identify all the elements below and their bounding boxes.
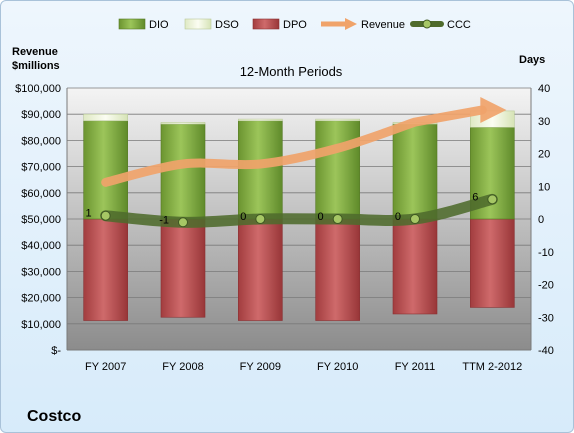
ccc-data-label: 1 xyxy=(86,208,92,220)
legend-label: DSO xyxy=(215,19,239,31)
right-tick-label: 20 xyxy=(538,149,550,161)
dpo-bar xyxy=(238,218,283,321)
legend-label: DIO xyxy=(149,19,169,31)
chart-subtitle: 12-Month Periods xyxy=(240,64,343,79)
left-tick-label: $100,000 xyxy=(15,83,61,95)
right-tick-label: 30 xyxy=(538,116,550,128)
x-axis-ticks: FY 2007 FY 2008 FY 2009 FY 2010 FY 2011 TTM 2… xyxy=(85,361,522,373)
left-tick-label: $30,000 xyxy=(21,266,61,278)
dso-bar xyxy=(238,118,283,122)
x-tick-label: TTM 2-2012 xyxy=(462,361,522,373)
revenue-line xyxy=(101,105,487,187)
dio-bar xyxy=(238,120,283,220)
dso-bar xyxy=(315,118,360,122)
legend-label: CCC xyxy=(447,19,471,31)
right-tick-label: 0 xyxy=(538,214,544,226)
left-tick-label: $60,000 xyxy=(21,188,61,200)
ccc-point xyxy=(100,210,111,221)
legend-swatch xyxy=(118,18,146,30)
left-axis-title: Revenue $millions xyxy=(12,46,60,72)
ccc-data-label: 6 xyxy=(472,191,478,203)
ccc-data-label: 0 xyxy=(240,211,246,223)
legend-label: Revenue xyxy=(361,19,405,31)
legend-entry-ccc: CCC xyxy=(410,19,471,31)
revenue-arrowhead xyxy=(480,96,507,123)
ccc-data-label: 0 xyxy=(318,211,324,223)
left-tick-label: $50,000 xyxy=(21,214,61,226)
dio-bar xyxy=(315,120,360,220)
ccc-line xyxy=(100,193,498,228)
dpo-bar xyxy=(392,218,438,315)
right-axis-ticks: -40 -30 -20 -10 0 10 20 30 40 xyxy=(538,83,554,357)
company-title: Costco xyxy=(27,408,81,425)
dpo-bar xyxy=(83,218,128,321)
legend-marker xyxy=(422,19,432,29)
legend-entry-dso: DSO xyxy=(184,18,239,31)
ccc-point xyxy=(255,214,266,224)
right-tick-label: -20 xyxy=(538,280,554,292)
right-tick-label: 40 xyxy=(538,83,550,95)
x-tick-label: FY 2009 xyxy=(240,361,281,373)
ccc-point xyxy=(410,214,420,224)
dio-bar xyxy=(160,123,206,220)
x-tick-label: FY 2010 xyxy=(317,361,358,373)
right-tick-label: -30 xyxy=(538,312,554,324)
left-axis-title-line: Revenue xyxy=(12,46,58,58)
dpo-bar xyxy=(470,218,515,308)
left-tick-label: $20,000 xyxy=(21,293,61,305)
right-tick-label: 10 xyxy=(538,181,550,193)
left-axis-ticks: $- $10,000 $20,000 $30,000 $40,000 $50,000 $60… xyxy=(15,83,61,357)
dio-bar xyxy=(392,123,438,220)
left-tick-label: $90,000 xyxy=(21,109,61,121)
ccc-point xyxy=(332,214,343,224)
x-tick-label: FY 2008 xyxy=(162,361,203,373)
left-tick-label: $80,000 xyxy=(21,135,61,147)
legend-label: DPO xyxy=(283,19,307,31)
legend-swatch xyxy=(252,18,280,30)
dso-bar xyxy=(83,113,128,122)
left-tick-label: $40,000 xyxy=(21,240,61,252)
ccc-point xyxy=(178,217,188,228)
legend-arrowhead xyxy=(345,18,357,30)
x-tick-label: FY 2007 xyxy=(85,361,126,373)
dpo-bar xyxy=(315,218,360,321)
legend-entry-dpo: DPO xyxy=(252,18,307,31)
left-tick-label: $70,000 xyxy=(21,162,61,174)
legend: DIO DSO DPO Revenue CCC xyxy=(118,18,471,31)
dpo-bar xyxy=(160,218,206,318)
dso-bar xyxy=(160,122,206,125)
left-tick-label: $10,000 xyxy=(21,319,61,331)
left-axis-title-line: $millions xyxy=(12,60,60,72)
right-axis-title: Days xyxy=(519,54,545,66)
ccc-series: 1 -1 0 0 0 6 xyxy=(86,191,498,228)
revenue-series xyxy=(101,96,507,187)
x-tick-label: FY 2011 xyxy=(395,361,436,373)
legend-entry-revenue: Revenue xyxy=(321,18,405,31)
legend-swatch xyxy=(184,18,212,30)
right-tick-label: -10 xyxy=(538,247,554,259)
legend-entry-dio: DIO xyxy=(118,18,169,31)
ccc-data-label: 0 xyxy=(395,211,401,223)
ccc-data-label: -1 xyxy=(159,214,169,226)
right-tick-label: -40 xyxy=(538,345,554,357)
left-tick-label: $- xyxy=(51,345,61,357)
ccc-point xyxy=(487,194,498,205)
dio-bar xyxy=(83,120,128,220)
